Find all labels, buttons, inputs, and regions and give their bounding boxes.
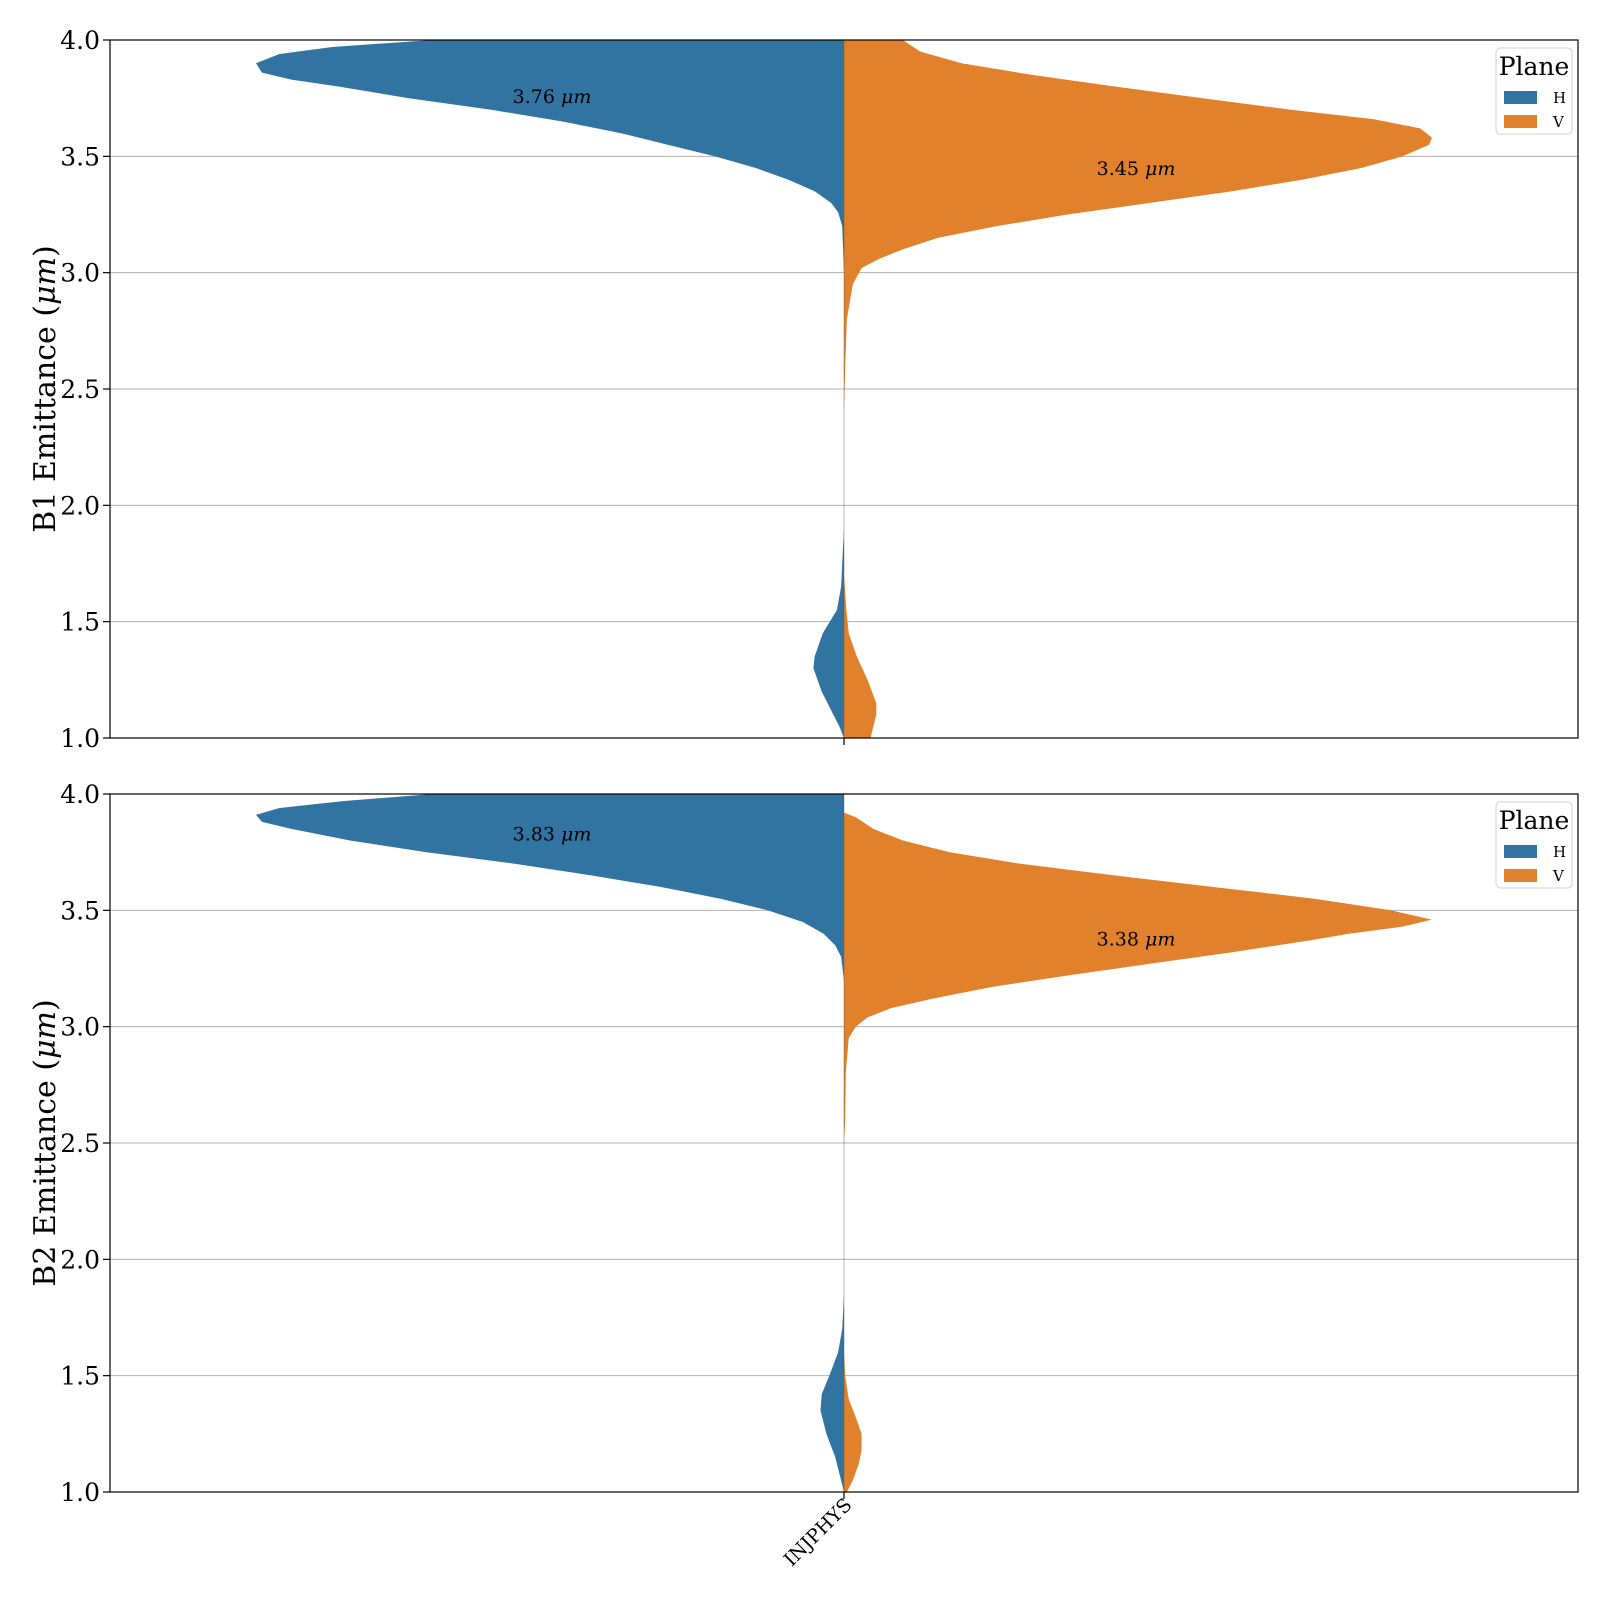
legend-title: Plane (1499, 52, 1570, 81)
chart-panel-2: 1.0 1.5 2.0 2.5 3.0 3.5 4.0 3.83 μm 3.38 μm B2 Em… (28, 780, 1579, 1507)
legend: Plane HV (1495, 47, 1573, 135)
annotation-v: 3.45 μm (1097, 158, 1176, 180)
y-tick-label: 3.5 (60, 142, 100, 171)
y-tick-label: 3.5 (60, 896, 100, 925)
y-tick-label: 1.5 (60, 1362, 100, 1391)
annotation-v: 3.38 μm (1097, 928, 1176, 950)
y-tick-label: 2.5 (60, 375, 100, 404)
legend-label-v: V (1552, 113, 1565, 131)
violin-h (256, 794, 844, 1492)
legend-label-v: V (1552, 867, 1565, 885)
violin-v (844, 812, 1432, 1492)
legend-swatch-h (1504, 845, 1537, 858)
y-tick-label: 3.0 (60, 259, 100, 288)
y-tick-label: 2.0 (60, 1245, 100, 1274)
y-axis-title: B2 Emittance (μm) (28, 999, 63, 1286)
y-tick-label: 3.0 (60, 1013, 100, 1042)
legend-label-h: H (1553, 89, 1566, 107)
legend-swatch-v (1504, 869, 1537, 882)
legend-label-h: H (1553, 843, 1566, 861)
y-tick-label: 4.0 (60, 780, 100, 809)
legend-title: Plane (1499, 806, 1570, 835)
violin-h (256, 40, 844, 738)
y-axis-title: B1 Emittance (μm) (28, 245, 63, 532)
annotation-h: 3.83 μm (513, 824, 592, 846)
legend-swatch-h (1504, 91, 1537, 104)
y-tick-label: 2.5 (60, 1129, 100, 1158)
y-tick-label: 1.0 (60, 724, 100, 753)
y-tick-label: 1.0 (60, 1478, 100, 1507)
y-tick-label: 4.0 (60, 26, 100, 55)
legend-swatch-v (1504, 115, 1537, 128)
x-category-label: INJPHYS (780, 1494, 857, 1571)
chart-panel-1: 1.0 1.5 2.0 2.5 3.0 3.5 4.0 3.76 μm 3.45 μm B1 Em… (28, 26, 1579, 753)
y-tick-label: 1.5 (60, 608, 100, 637)
violin-v (844, 40, 1432, 738)
legend: Plane HV (1495, 801, 1573, 889)
y-tick-label: 2.0 (60, 491, 100, 520)
annotation-h: 3.76 μm (513, 86, 592, 108)
